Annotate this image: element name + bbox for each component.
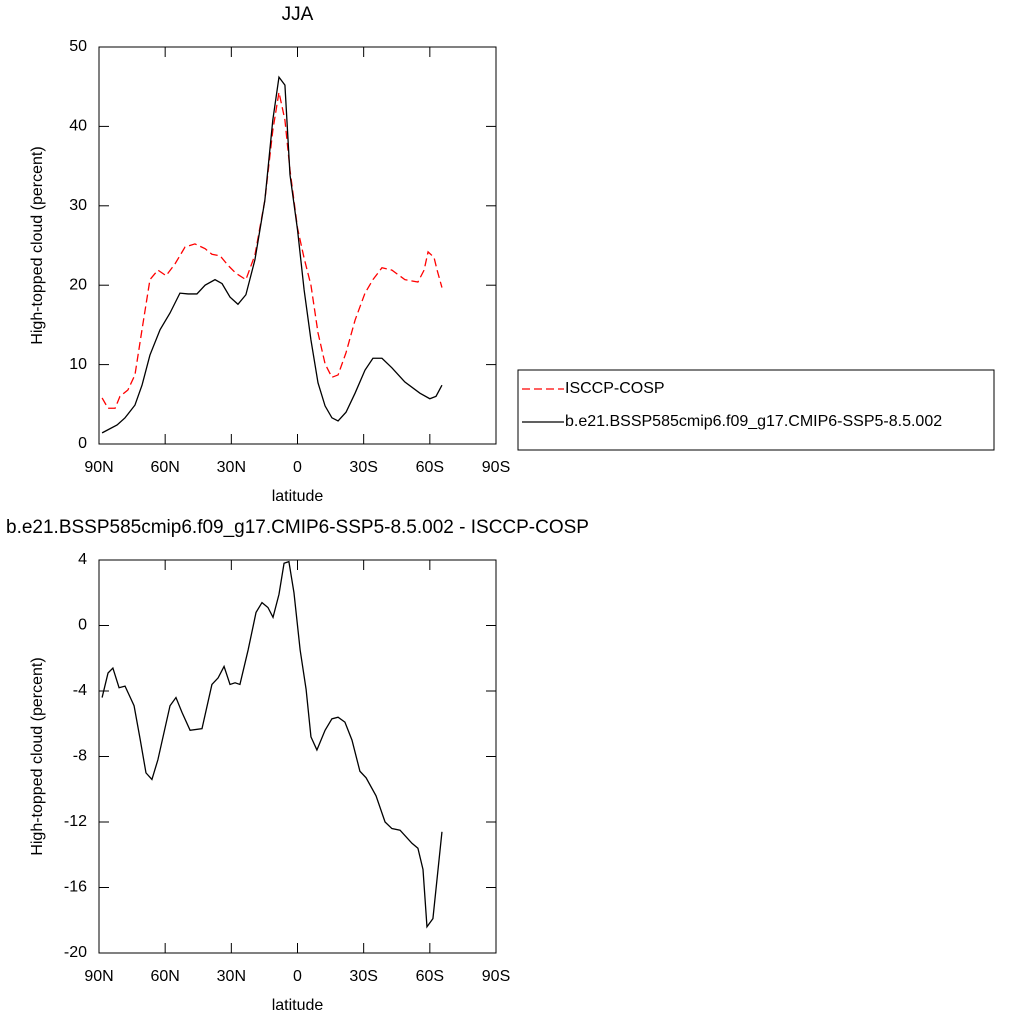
y-tick-label: -12 xyxy=(64,813,87,830)
x-tick-label: 90N xyxy=(84,459,113,476)
plot-frame xyxy=(98,46,497,445)
y-tick-label: -16 xyxy=(64,879,87,896)
y-axis-label: High-topped cloud (percent) xyxy=(29,657,46,855)
y-tick-label: 20 xyxy=(69,276,87,293)
x-tick-label: 90N xyxy=(84,968,113,985)
x-tick-label: 30S xyxy=(349,459,377,476)
x-tick-label: 90S xyxy=(482,459,510,476)
data-line xyxy=(101,560,443,929)
x-tick-label: 30S xyxy=(349,968,377,985)
data-line xyxy=(101,75,443,434)
x-tick-label: 0 xyxy=(293,459,302,476)
y-tick-label: 10 xyxy=(69,356,87,373)
x-tick-label: 30N xyxy=(217,968,246,985)
legend-label: b.e21.BSSP585cmip6.f09_g17.CMIP6-SSP5-8.… xyxy=(565,413,942,430)
data-line xyxy=(101,92,443,409)
x-tick-label: 60N xyxy=(150,459,179,476)
chart-title: JJA xyxy=(282,4,314,25)
y-axis-label: High-topped cloud (percent) xyxy=(29,146,46,344)
x-tick-label: 60S xyxy=(416,459,444,476)
y-tick-label: 50 xyxy=(69,38,87,55)
x-tick-label: 0 xyxy=(293,968,302,985)
x-tick-label: 60S xyxy=(416,968,444,985)
y-tick-label: -8 xyxy=(73,748,87,765)
chart-title: b.e21.BSSP585cmip6.f09_g17.CMIP6-SSP5-8.… xyxy=(6,517,589,538)
y-tick-label: 30 xyxy=(69,197,87,214)
x-tick-label: 30N xyxy=(217,459,246,476)
y-tick-label: 4 xyxy=(78,551,87,568)
x-axis-label: latitude xyxy=(272,997,324,1014)
y-tick-label: -4 xyxy=(73,682,87,699)
y-tick-label: 0 xyxy=(78,617,87,634)
legend-label: ISCCP-COSP xyxy=(565,380,665,397)
x-tick-label: 90S xyxy=(482,968,510,985)
x-tick-label: 60N xyxy=(150,968,179,985)
y-tick-label: 40 xyxy=(69,118,87,135)
x-axis-label: latitude xyxy=(272,488,324,505)
y-tick-label: 0 xyxy=(78,435,87,452)
legend-box xyxy=(517,369,995,451)
y-tick-label: -20 xyxy=(64,944,87,961)
